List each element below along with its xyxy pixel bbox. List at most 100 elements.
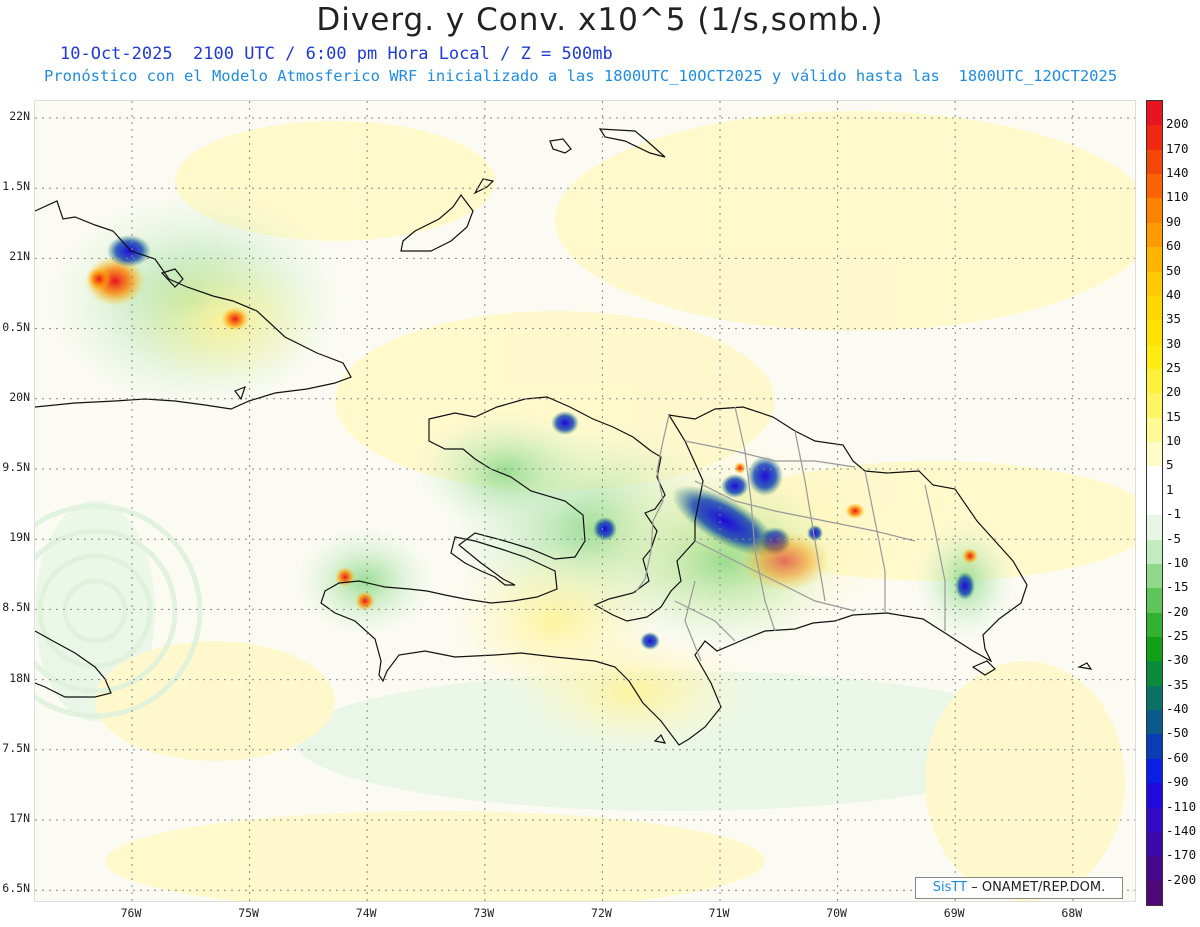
colorbar-label: 10	[1166, 433, 1182, 449]
colorbar-segment	[1147, 831, 1162, 857]
colorbar-label: 110	[1166, 189, 1189, 205]
colorbar-label: -25	[1166, 628, 1189, 643]
lat-label: 20N	[9, 389, 30, 404]
colorbar-segment	[1147, 295, 1162, 321]
forecast-map	[35, 101, 1135, 901]
map-panel[interactable]	[34, 100, 1136, 902]
colorbar-label: -200	[1166, 871, 1197, 887]
province-borders	[634, 406, 946, 662]
colorbar-label: 30	[1166, 335, 1182, 351]
coastlines	[35, 128, 1093, 746]
wave-rings	[35, 503, 203, 719]
lat-label: 17N	[9, 811, 30, 825]
colorbar-segment	[1147, 344, 1162, 370]
colorbar-label: -170	[1166, 847, 1197, 863]
colorbar-segment	[1147, 222, 1162, 248]
colorbar-label: -110	[1166, 798, 1197, 814]
colorbar-segment	[1147, 125, 1162, 151]
colorbar-segment	[1147, 198, 1162, 224]
colorbar-label: -15	[1166, 579, 1189, 595]
colorbar-label: 40	[1166, 286, 1182, 302]
lon-label: 75W	[238, 906, 259, 920]
credit-box: SisTT – ONAMET/REP.DOM.	[915, 877, 1123, 899]
colorbar-segment	[1147, 856, 1162, 882]
lat-label: 0.5N	[2, 319, 30, 334]
colorbar-segment	[1147, 149, 1162, 175]
colorbar-label: 90	[1166, 213, 1182, 229]
lat-label: 8.5N	[2, 600, 30, 615]
chart-title: Diverg. y Conv. x10^5 (1/s,somb.)	[316, 2, 884, 38]
colorbar-label: -140	[1166, 822, 1197, 838]
model-description: Pronóstico con el Modelo Atmosferico WRF…	[44, 67, 1118, 85]
lon-label: 72W	[591, 906, 612, 920]
colorbar-label: -35	[1166, 676, 1189, 692]
colorbar-segment	[1147, 417, 1162, 443]
colorbar-segment	[1147, 247, 1162, 273]
lat-label: 22N	[9, 109, 30, 123]
colorbar-label: -60	[1166, 749, 1189, 765]
colorbar-label: -40	[1166, 701, 1189, 717]
colorbar-segment	[1147, 393, 1162, 419]
valid-time-subtitle: 10-Oct-2025 2100 UTC / 6:00 pm Hora Loca…	[60, 44, 613, 64]
colorbar-label: 140	[1166, 165, 1189, 181]
colorbar-segment	[1147, 880, 1162, 906]
colorbar-label: 5	[1166, 457, 1174, 473]
colorbar-label: 25	[1166, 360, 1182, 375]
colorbar-segment	[1147, 320, 1162, 346]
colorbar-label: 50	[1166, 262, 1182, 278]
colorbar-segment	[1147, 612, 1162, 638]
lat-label: 9.5N	[2, 460, 30, 474]
lon-label: 76W	[120, 906, 142, 920]
colorbar-segment	[1147, 515, 1162, 541]
colorbar-segment	[1147, 637, 1162, 662]
colorbar-segment	[1147, 466, 1162, 492]
colorbar-segment	[1147, 807, 1162, 833]
colorbar-label: -90	[1166, 774, 1189, 790]
colorbar-label: -30	[1166, 652, 1189, 668]
colorbar-label: 170	[1166, 140, 1189, 156]
colorbar-segment	[1147, 271, 1162, 297]
colorbar-segment	[1147, 369, 1162, 394]
colorbar-segment	[1147, 758, 1162, 784]
colorbar-label: 1	[1166, 481, 1174, 497]
lon-label: 69W	[943, 906, 965, 920]
colorbar-label: 35	[1166, 311, 1182, 327]
lon-label: 68W	[1061, 906, 1083, 920]
colorbar-segment	[1147, 101, 1162, 126]
lat-label: 18N	[9, 670, 30, 685]
lon-label: 70W	[826, 906, 847, 920]
colorbar-segment	[1147, 783, 1162, 809]
colorbar-label: -5	[1166, 530, 1182, 546]
colorbar-segment	[1147, 685, 1162, 711]
colorbar-segment	[1147, 442, 1162, 467]
colorbar-label: -10	[1166, 554, 1189, 570]
lat-label: 1.5N	[2, 179, 30, 194]
colorbar-segment	[1147, 563, 1162, 589]
colorbar-segment	[1147, 539, 1162, 565]
colorbar-segment	[1147, 710, 1162, 735]
credit-brand: SisTT	[932, 880, 968, 895]
colorbar-segment	[1147, 588, 1162, 614]
colorbar-label: 15	[1166, 408, 1182, 424]
field-clusters	[45, 191, 1015, 751]
lon-label: 71W	[708, 906, 730, 920]
colorbar-label: -20	[1166, 603, 1189, 619]
colorbar-label: 60	[1166, 238, 1182, 254]
credit-text: – ONAMET/REP.DOM.	[971, 880, 1106, 895]
colorbar-segment	[1147, 490, 1162, 516]
colorbar-label: 20	[1166, 384, 1182, 400]
colorbar-label: 200	[1166, 116, 1189, 132]
lon-label: 74W	[355, 906, 377, 920]
lat-label: 21N	[9, 249, 30, 264]
colorbar-segment	[1147, 734, 1162, 760]
colorbar-label: -50	[1166, 725, 1189, 741]
colorbar-segment	[1147, 174, 1162, 199]
colorbar-label: -1	[1166, 506, 1182, 522]
lat-label: 19N	[9, 530, 30, 545]
graticule	[35, 101, 1135, 901]
lat-label: 7.5N	[2, 740, 30, 755]
colorbar	[1146, 100, 1163, 906]
lon-label: 73W	[473, 906, 495, 920]
lat-label: 6.5N	[2, 881, 30, 896]
colorbar-segment	[1147, 661, 1162, 687]
